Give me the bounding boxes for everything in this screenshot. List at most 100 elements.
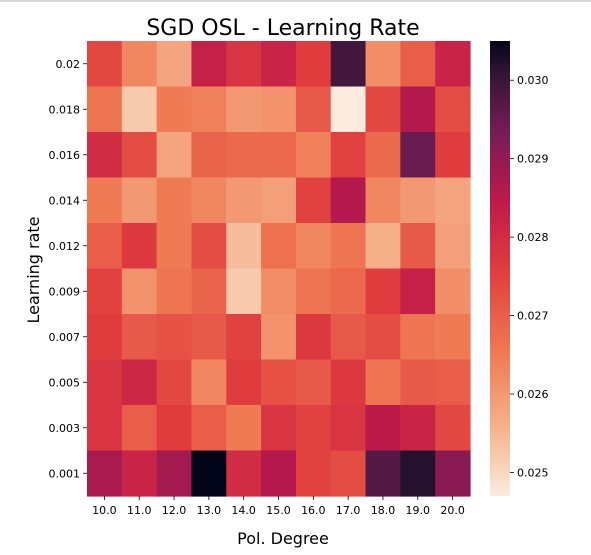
heatmap-cell — [121, 177, 158, 224]
heatmap-cell — [295, 268, 332, 315]
heatmap-cell — [191, 268, 227, 315]
heatmap-cell — [261, 359, 297, 406]
heatmap-cell — [226, 268, 262, 315]
heatmap-cell — [261, 132, 297, 179]
heatmap-cell — [435, 132, 471, 179]
heatmap-cell — [435, 41, 471, 88]
heatmap-cell — [400, 177, 436, 224]
heatmap-cell — [87, 86, 123, 133]
heatmap-cell — [261, 177, 297, 224]
heatmap-cell — [87, 314, 123, 361]
x-tick-label: 18.0 — [371, 504, 396, 517]
heatmap-cell — [261, 405, 297, 452]
colorbar-tick-label: 0.026 — [517, 388, 549, 401]
heatmap-cell — [400, 359, 436, 406]
heatmap-cell — [121, 450, 158, 497]
heatmap-cell — [435, 450, 471, 497]
colorbar-tick-label: 0.025 — [517, 466, 549, 479]
y-tick-label: 0.012 — [49, 240, 81, 253]
heatmap-cell — [87, 223, 123, 270]
heatmap-cell — [156, 268, 193, 315]
heatmap-cell — [87, 268, 123, 315]
heatmap-cell — [156, 86, 193, 133]
heatmap-cell — [330, 41, 367, 88]
heatmap-cell — [435, 268, 471, 315]
heatmap-cell — [261, 41, 297, 88]
heatmap-cell — [121, 359, 158, 406]
heatmap-cell — [191, 86, 227, 133]
x-tick-label: 11.0 — [127, 504, 152, 517]
heatmap-cell — [191, 314, 227, 361]
heatmap-cell — [121, 132, 158, 179]
y-axis-ticks: 0.02 0.018 0.016 0.014 0.012 0.009 0.007 0.005 0… — [49, 58, 87, 480]
heatmap-cell — [400, 450, 436, 497]
heatmap-cell — [191, 41, 227, 88]
heatmap-cell — [295, 132, 332, 179]
heatmap-cell — [156, 405, 193, 452]
x-tick-label: 13.0 — [197, 504, 222, 517]
colorbar-tick-label: 0.030 — [517, 74, 549, 87]
chart-title: SGD OSL - Learning Rate — [146, 16, 419, 41]
heatmap-cell — [365, 41, 401, 88]
heatmap-cell — [156, 314, 193, 361]
y-tick-label: 0.005 — [49, 376, 81, 389]
heatmap-cell — [121, 268, 158, 315]
heatmap-cell — [295, 86, 332, 133]
y-tick-label: 0.007 — [49, 331, 81, 344]
colorbar-tick-label: 0.027 — [517, 310, 549, 323]
heatmap-cell — [435, 86, 471, 133]
heatmap-cell — [226, 405, 262, 452]
heatmap-cell — [330, 405, 367, 452]
heatmap-cell — [121, 405, 158, 452]
y-tick-label: 0.001 — [49, 467, 81, 480]
y-tick-label: 0.02 — [56, 58, 81, 71]
heatmap-cell — [261, 86, 297, 133]
heatmap-cell — [226, 450, 262, 497]
y-tick-label: 0.016 — [49, 149, 81, 162]
heatmap-cell — [226, 41, 262, 88]
x-axis-ticks: 10.0 11.0 12.0 13.0 14.0 15.0 16.0 17.0 18.0 19.0… — [92, 496, 465, 517]
x-tick-label: 19.0 — [406, 504, 431, 517]
heatmap-cell — [87, 41, 123, 88]
heatmap-cell — [261, 223, 297, 270]
heatmap-cell — [330, 359, 367, 406]
heatmap-cell — [121, 86, 158, 133]
heatmap-cell — [435, 177, 471, 224]
heatmap-cell — [191, 359, 227, 406]
heatmap-cell — [330, 223, 367, 270]
heatmap-cell — [87, 405, 123, 452]
heatmap-cell — [400, 314, 436, 361]
x-tick-label: 15.0 — [266, 504, 291, 517]
y-tick-label: 0.014 — [49, 194, 81, 207]
heatmap-cell — [87, 177, 123, 224]
top-divider — [0, 0, 591, 2]
heatmap-cell — [156, 177, 193, 224]
x-axis-label: Pol. Degree — [237, 529, 329, 548]
heatmap-cell — [435, 223, 471, 270]
heatmap-cell — [365, 177, 401, 224]
heatmap-cell — [295, 450, 332, 497]
heatmap-cell — [261, 450, 297, 497]
heatmap-cell — [330, 132, 367, 179]
x-tick-label: 16.0 — [301, 504, 326, 517]
heatmap-cell — [330, 86, 367, 133]
heatmap-cell — [121, 41, 158, 88]
heatmap-cell — [330, 268, 367, 315]
y-tick-label: 0.003 — [49, 422, 81, 435]
heatmap-cell — [400, 268, 436, 315]
heatmap-cell — [191, 132, 227, 179]
heatmap-cell — [295, 405, 332, 452]
heatmap-cell — [156, 223, 193, 270]
y-tick-label: 0.018 — [49, 103, 81, 116]
heatmap-cell — [191, 223, 227, 270]
x-tick-label: 20.0 — [440, 504, 465, 517]
heatmap-cell — [87, 359, 123, 406]
heatmap-cell — [226, 86, 262, 133]
heatmap-cell — [365, 314, 401, 361]
heatmap-cell — [400, 41, 436, 88]
heatmap-cell — [261, 268, 297, 315]
heatmap-cell — [400, 405, 436, 452]
heatmap-cell — [365, 450, 401, 497]
x-tick-label: 10.0 — [92, 504, 117, 517]
